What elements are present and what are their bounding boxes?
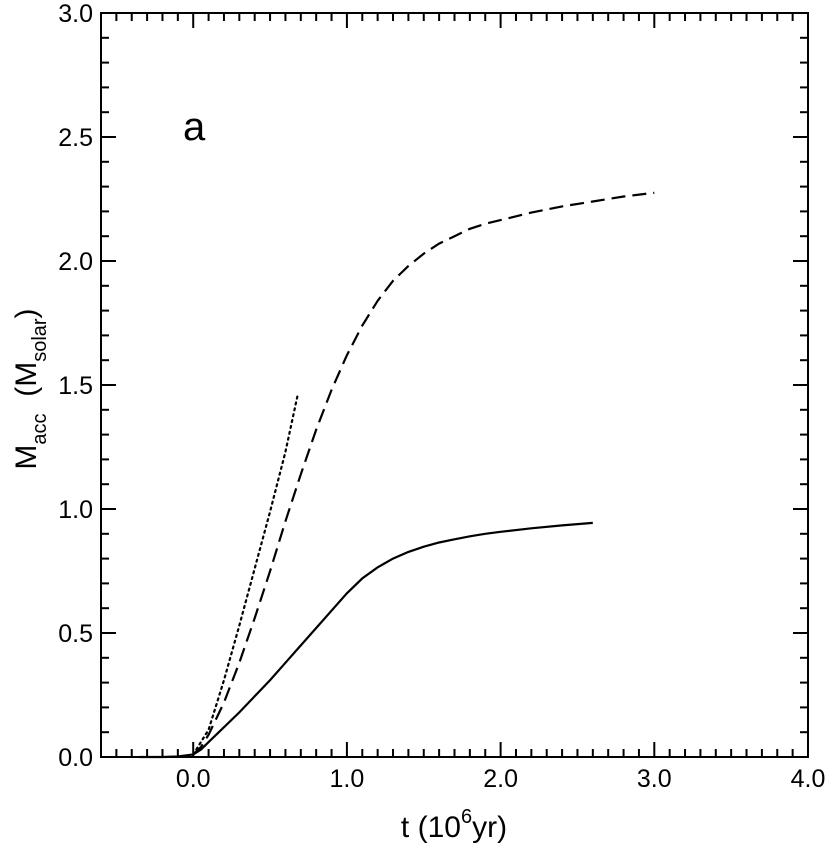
axis-ticks (100, 12, 809, 758)
y-tick-label: 3.0 (58, 0, 93, 28)
y-axis-title-end: ) (10, 308, 43, 318)
y-axis-title-sub2: solar (29, 318, 51, 362)
x-axis-title: t (106yr) (401, 806, 507, 844)
series-line-dotted (192, 393, 299, 756)
y-axis-title-mid: (M (10, 362, 43, 414)
y-axis-title: Macc (Msolar) (10, 308, 51, 469)
panel-label: a (183, 105, 206, 149)
series-line-solid (139, 521, 593, 759)
x-axis-title-pre: t (10 (401, 811, 461, 844)
x-axis-title-sup: 6 (461, 806, 472, 828)
y-tick-label: 2.5 (58, 124, 93, 152)
y-axis-title-main: M (10, 445, 43, 470)
y-tick-label: 0.5 (58, 620, 93, 648)
y-tick-label: 1.0 (58, 496, 93, 524)
x-axis-title-post: yr) (472, 811, 507, 844)
x-tick-label: 4.0 (791, 765, 826, 793)
y-tick-label: 2.0 (58, 248, 93, 276)
x-tick-label: 0.0 (176, 765, 211, 793)
y-tick-label: 1.5 (58, 372, 93, 400)
x-tick-label: 3.0 (637, 765, 672, 793)
series-line-dashed (192, 191, 655, 756)
x-tick-label: 1.0 (330, 765, 365, 793)
x-tick-label: 2.0 (483, 765, 518, 793)
y-tick-label: 0.0 (58, 744, 93, 772)
series-group (139, 191, 655, 759)
plot-frame (100, 12, 809, 758)
tick-labels: 0.0 1.0 2.0 3.0 4.0 0.0 0.5 1.0 1.5 2.0 2.5 3.0 (58, 0, 825, 793)
y-axis-title-sub: acc (29, 413, 51, 444)
